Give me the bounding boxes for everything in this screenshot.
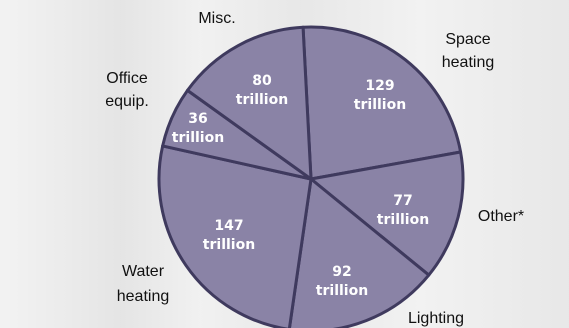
slice-value-label-misc: 80 trillion (236, 73, 288, 108)
slice-value-label-other: 77 trillion (377, 193, 429, 228)
slice-value-label-water-heating: 147 trillion (203, 218, 255, 253)
category-label-water-heating: Water heating (117, 263, 170, 305)
category-label-other: Other* (478, 208, 524, 225)
pie-slice-water-heating (157, 144, 313, 328)
slice-value-labels: 129 trillion 77 trillion 92 trillion 147 trilli… (172, 73, 429, 299)
slice-value-label-space-heating: 129 trillion (354, 78, 406, 113)
pie-slice-other (309, 150, 465, 277)
slice-value-label-lighting: 92 trillion (316, 264, 368, 299)
slice-value-label-office-equip: 36 trillion (172, 111, 224, 146)
pie-slice-misc (186, 25, 313, 181)
category-label-space-heating: Space heating (442, 31, 495, 71)
pie-slice-lighting (287, 177, 431, 328)
category-label-misc: Misc. (198, 10, 235, 27)
category-label-lighting: Lighting (408, 310, 464, 327)
pie-slice-space-heating (301, 25, 463, 181)
category-label-office-equip: Office equip. (105, 70, 149, 110)
category-labels: Space heating Other* Lighting Water heating Of… (105, 10, 524, 327)
pie-slices (157, 25, 465, 328)
